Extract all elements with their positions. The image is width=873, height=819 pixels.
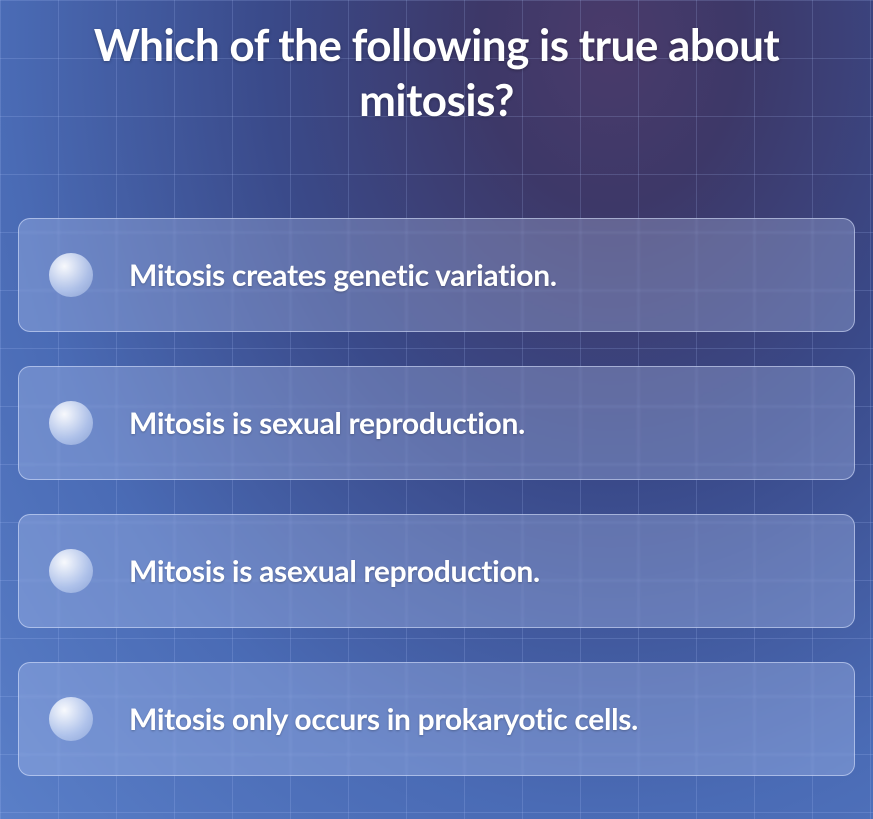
option-3[interactable]: Mitosis is asexual reproduction. — [18, 514, 855, 628]
option-label: Mitosis only occurs in prokaryotic cells… — [129, 701, 638, 737]
radio-icon — [49, 549, 93, 593]
option-4[interactable]: Mitosis only occurs in prokaryotic cells… — [18, 662, 855, 776]
option-1[interactable]: Mitosis creates genetic variation. — [18, 218, 855, 332]
radio-icon — [49, 401, 93, 445]
options-list: Mitosis creates genetic variation. Mitos… — [18, 218, 855, 776]
radio-icon — [49, 697, 93, 741]
question-text: Which of the following is true about mit… — [18, 0, 855, 128]
quiz-container: Which of the following is true about mit… — [0, 0, 873, 819]
option-label: Mitosis creates genetic variation. — [129, 257, 557, 293]
option-label: Mitosis is asexual reproduction. — [129, 553, 540, 589]
option-label: Mitosis is sexual reproduction. — [129, 405, 525, 441]
option-2[interactable]: Mitosis is sexual reproduction. — [18, 366, 855, 480]
radio-icon — [49, 253, 93, 297]
